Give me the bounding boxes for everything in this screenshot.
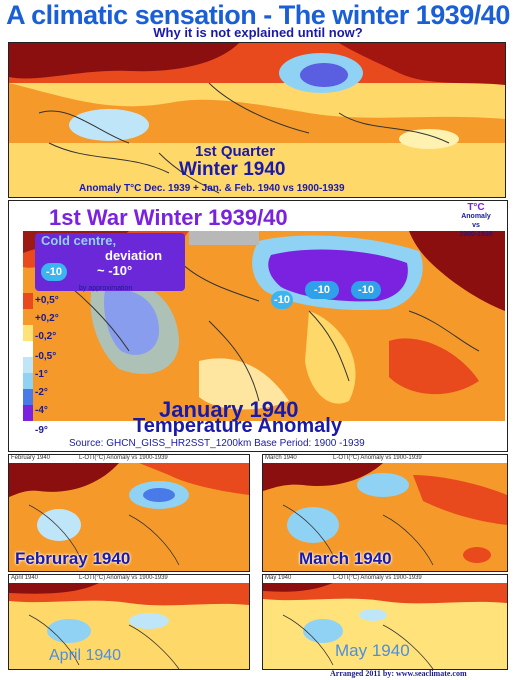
map-panel-february: February 1940 L-OTI(°C) Anomaly vs 1900-… bbox=[8, 454, 250, 572]
main-panel-title: 1st War Winter 1939/40 bbox=[49, 205, 288, 230]
cold-chip-3: -10 bbox=[305, 281, 339, 299]
legend-item-4: -0,5° bbox=[35, 351, 57, 362]
quarter-caption: Anomaly T°C Dec. 1939 + Jan. & Feb. 1940… bbox=[79, 183, 345, 194]
temperature-anomaly-label: Temperature Anomaly bbox=[133, 415, 342, 437]
header: A climatic sensation - The winter 1939/4… bbox=[0, 0, 516, 40]
legend-item-8: -9° bbox=[35, 425, 48, 436]
unit-line2: Anomaly bbox=[461, 213, 491, 220]
legend-item-7: -4° bbox=[35, 405, 48, 416]
cold-centre-text: Cold centre, bbox=[41, 233, 117, 248]
may-header-right: L-OTI(°C) Anomaly vs 1900-1939 bbox=[333, 575, 422, 581]
legend-item-6: -2° bbox=[35, 387, 48, 398]
may-header: May 1940 bbox=[265, 575, 292, 581]
anomaly-map-march bbox=[263, 455, 507, 571]
deviation-text: deviation bbox=[105, 248, 163, 263]
unit-title: T°C bbox=[467, 202, 485, 213]
unit-line3: vs bbox=[472, 222, 480, 229]
legend-item-5: -1° bbox=[35, 369, 48, 380]
legend-item-2: +0,2° bbox=[35, 313, 59, 324]
cold-chip-2: -10 bbox=[271, 291, 293, 309]
march-header: March 1940 bbox=[265, 455, 297, 461]
unit-box: T°C Anomaly vs 1900-1939 bbox=[449, 203, 503, 239]
february-label: Februray 1940 bbox=[15, 549, 131, 568]
cold-chip-4: -10 bbox=[351, 281, 381, 299]
cold-chip-1: -10 bbox=[41, 263, 67, 281]
anomaly-map-february bbox=[9, 455, 249, 571]
march-header-right: L-OTI(°C) Anomaly vs 1900-1939 bbox=[333, 455, 422, 461]
legend-item-3: -0,2° bbox=[35, 331, 57, 342]
april-header: April 1940 bbox=[11, 575, 39, 581]
may-label: May 1940 bbox=[335, 641, 410, 660]
january-label: January 1940 bbox=[159, 397, 299, 422]
anomaly-map-may bbox=[263, 575, 507, 669]
map-panel-quarter: 1st Quarter Winter 1940 Anomaly T°C Dec.… bbox=[8, 42, 506, 198]
page-subtitle: Why it is not explained until now? bbox=[153, 25, 363, 40]
quarter-label-line2: Winter 1940 bbox=[179, 159, 286, 180]
map-panel-april: April 1940 L-OTI(°C) Anomaly vs 1900-193… bbox=[8, 574, 250, 670]
anomaly-map-april bbox=[9, 575, 249, 669]
footer-credit: Arranged 2011 by: www.seaclimate.com bbox=[330, 669, 467, 678]
march-label: March 1940 bbox=[299, 549, 392, 568]
february-header: February 1940 bbox=[11, 455, 51, 461]
february-header-right: L-OTI(°C) Anomaly vs 1900-1939 bbox=[79, 455, 168, 461]
unit-line4: 1900-1939 bbox=[459, 231, 493, 238]
cold-centre-label: Cold centre, deviation ~ -10° bbox=[35, 233, 185, 291]
quarter-label-line1: 1st Quarter bbox=[195, 143, 276, 160]
legend-item-1: +0,5° bbox=[35, 295, 59, 306]
source-caption: Source: GHCN_GISS_HR2SST_1200km Base Per… bbox=[69, 438, 365, 449]
map-panel-january: 1st War Winter 1939/40 T°C Anomaly vs 19… bbox=[8, 200, 508, 452]
map-panel-march: March 1940 L-OTI(°C) Anomaly vs 1900-193… bbox=[262, 454, 508, 572]
april-label: April 1940 bbox=[49, 647, 122, 664]
april-header-right: L-OTI(°C) Anomaly vs 1900-1939 bbox=[79, 575, 168, 581]
anomaly-map-quarter bbox=[9, 43, 505, 197]
approximation-note: by approximation bbox=[79, 285, 133, 292]
page-title: A climatic sensation - The winter 1939/4… bbox=[6, 0, 510, 30]
map-panel-may: May 1940 L-OTI(°C) Anomaly vs 1900-1939 … bbox=[262, 574, 508, 670]
deviation-value: ~ -10° bbox=[97, 263, 133, 278]
